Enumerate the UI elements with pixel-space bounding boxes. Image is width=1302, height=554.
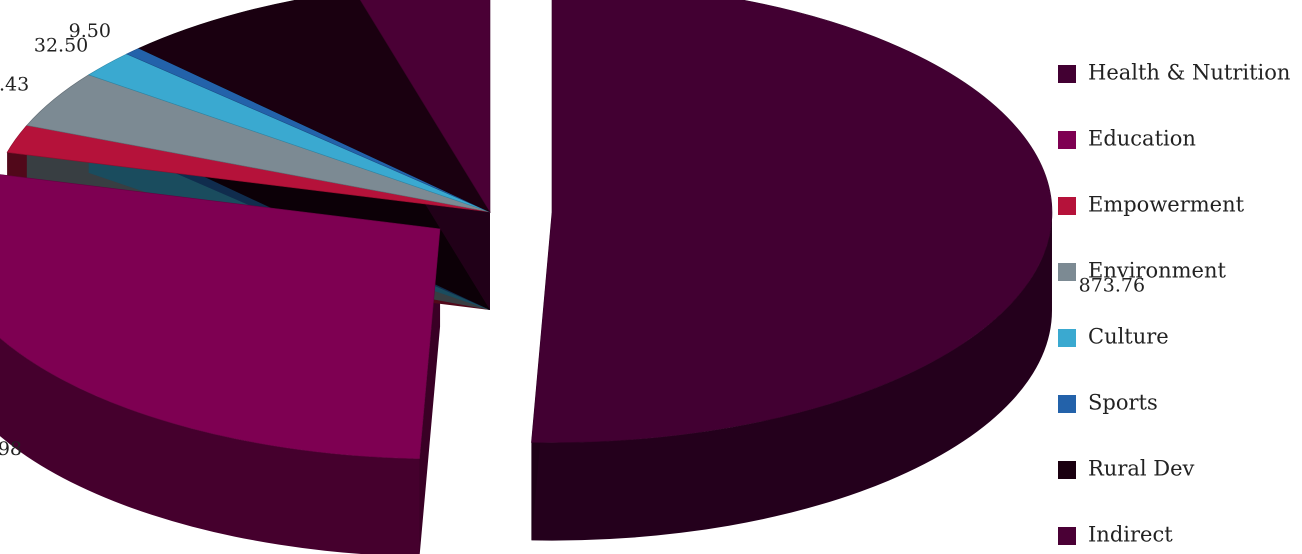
legend-label-education: Education bbox=[1088, 127, 1196, 151]
legend-swatch-culture bbox=[1058, 329, 1076, 347]
legend-label-indirect: Indirect bbox=[1088, 523, 1173, 547]
pie-slice-rural-dev[interactable] bbox=[138, 0, 491, 213]
legend-label-health-and-nutrition: Health & Nutrition bbox=[1088, 61, 1290, 85]
pie-slice-indirect[interactable] bbox=[354, 0, 491, 214]
legend-swatch-health-and-nutrition bbox=[1058, 65, 1076, 83]
legend-swatch-empowerment bbox=[1058, 197, 1076, 215]
legend-item-education: Education bbox=[1058, 127, 1196, 151]
legend: Health & Nutrition Education Empowerment En… bbox=[1058, 61, 1290, 547]
legend-item-environment: Environment bbox=[1058, 259, 1227, 283]
value-label-culture: 32.50 bbox=[34, 34, 88, 56]
value-label-education: 491.98 bbox=[0, 438, 22, 460]
legend-swatch-rural-dev bbox=[1058, 461, 1076, 479]
value-label-health-and-nutrition: 873.76 bbox=[1079, 274, 1145, 296]
legend-item-empowerment: Empowerment bbox=[1058, 193, 1245, 217]
value-label-environment: 69.43 bbox=[0, 74, 29, 96]
pie-slice-side-health-and-nutrition bbox=[531, 212, 1052, 541]
legend-label-empowerment: Empowerment bbox=[1088, 193, 1245, 217]
legend-item-culture: Culture bbox=[1058, 325, 1169, 349]
legend-swatch-indirect bbox=[1058, 527, 1076, 545]
value-labels: 873.76491.9834.0069.4332.509.50138.4375.… bbox=[0, 20, 1145, 460]
legend-label-culture: Culture bbox=[1088, 325, 1169, 349]
legend-item-sports: Sports bbox=[1058, 391, 1158, 415]
legend-item-health-and-nutrition: Health & Nutrition bbox=[1058, 61, 1290, 85]
legend-swatch-environment bbox=[1058, 263, 1076, 281]
value-label-sports: 9.50 bbox=[69, 20, 111, 42]
legend-label-sports: Sports bbox=[1088, 391, 1158, 415]
pie-slice-side-education bbox=[0, 338, 420, 554]
legend-label-rural-dev: Rural Dev bbox=[1088, 457, 1195, 481]
legend-label-environment: Environment bbox=[1088, 259, 1227, 283]
pie-slice-education[interactable] bbox=[0, 169, 441, 459]
legend-swatch-education bbox=[1058, 131, 1076, 149]
legend-swatch-sports bbox=[1058, 395, 1076, 413]
pie-layer bbox=[0, 0, 1053, 554]
pie-slice-health-and-nutrition[interactable] bbox=[531, 0, 1053, 443]
legend-item-rural-dev: Rural Dev bbox=[1058, 457, 1195, 481]
legend-item-indirect: Indirect bbox=[1058, 523, 1173, 547]
